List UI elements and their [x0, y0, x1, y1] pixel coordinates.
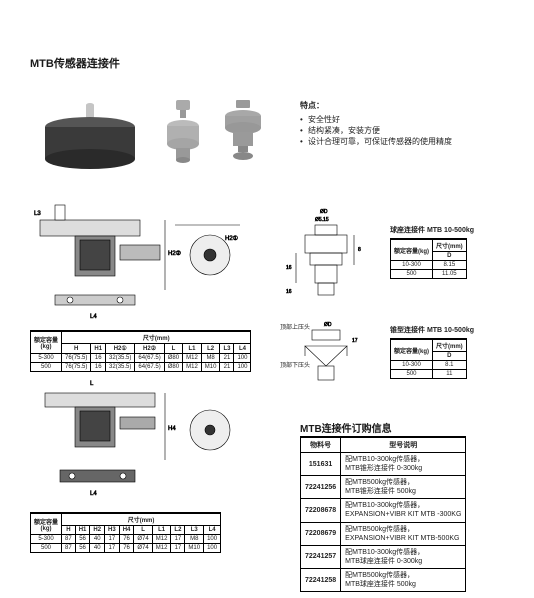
svg-text:ØD: ØD — [324, 322, 332, 328]
spec-table-1: 额定容量 (kg)尺寸(mm)HH1H2①H2②LL1L2L3L45-30076… — [30, 330, 251, 372]
svg-text:L: L — [90, 381, 94, 387]
product-image-1 — [30, 80, 150, 180]
order-table: 物料号型号说明151631配MTB10-300kg传感器， MTB锥形连接件 0… — [300, 436, 466, 592]
spec-table-2: 额定容量 (kg)尺寸(mm)HH1H2H3H4LL1L2L3L45-30087… — [30, 512, 221, 553]
cone-table: 额定容量(kg)尺寸(mm)D10-3008.150011 — [390, 338, 467, 379]
feature-item: 安全性好 — [300, 114, 500, 125]
svg-text:16: 16 — [286, 265, 292, 271]
feature-item: 结构紧凑，安装方便 — [300, 125, 500, 136]
order-title: MTB连接件订购信息 — [300, 420, 392, 435]
technical-diagram-2: L H4 L4 — [30, 375, 250, 505]
svg-text:ØD: ØD — [320, 209, 328, 215]
svg-text:17: 17 — [352, 338, 358, 344]
svg-text:L3: L3 — [34, 211, 41, 217]
svg-text:H2②: H2② — [168, 250, 181, 257]
technical-diagram-1: H2② L3 H2① L4 — [30, 200, 250, 320]
ballseat-diagram: ØD Ø5.15 8 16 16 — [280, 205, 380, 310]
ballseat-table: 额定容量(kg)尺寸(mm)D10-3008.1550011.05 — [390, 238, 467, 279]
features-block: 特点： 安全性好结构紧凑，安装方便设计合理可靠，可保证传感器的使用精度 — [300, 100, 500, 148]
svg-text:H4: H4 — [168, 426, 176, 432]
product-image-3 — [215, 95, 270, 170]
features-header: 特点： — [300, 100, 500, 111]
dim-label-top: 顶部上压头 — [280, 322, 310, 331]
ballseat-title: 球座连接件 MTB 10-500kg — [390, 225, 474, 235]
page-title: MTB传感器连接件 — [30, 55, 120, 71]
cone-title: 锥型连接件 MTB 10-500kg — [390, 325, 474, 335]
product-image-2 — [155, 95, 210, 170]
feature-item: 设计合理可靠，可保证传感器的使用精度 — [300, 136, 500, 147]
svg-text:L4: L4 — [90, 314, 97, 320]
svg-text:L4: L4 — [90, 491, 97, 497]
dim-label-bot: 顶部下压头 — [280, 360, 310, 369]
svg-text:16: 16 — [286, 289, 292, 295]
svg-text:8: 8 — [358, 247, 361, 253]
svg-text:Ø5.15: Ø5.15 — [315, 217, 329, 223]
svg-text:H2①: H2① — [225, 235, 238, 242]
